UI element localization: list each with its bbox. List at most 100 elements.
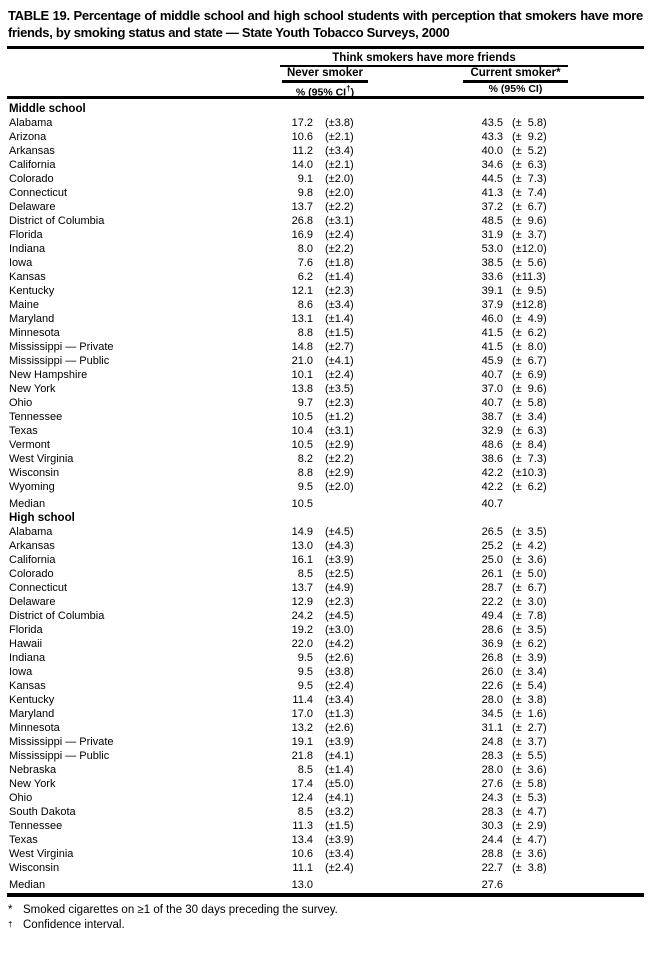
current-smoker-ci: (± 7.4): [512, 186, 547, 199]
current-smoker-ci: (± 5.2): [512, 144, 547, 157]
never-smoker-percent: 6.2: [297, 270, 313, 283]
never-smoker-ci: (±2.2): [325, 452, 354, 465]
table-row: Florida 19.2 (±3.0) 28.6 (± 3.5): [7, 623, 644, 637]
table-row: Kansas 9.5 (±2.4) 22.6 (± 5.4): [7, 679, 644, 693]
state-name: Connecticut: [9, 581, 68, 594]
current-smoker-percent: 25.2: [481, 539, 503, 552]
column-header-spanner: Think smokers have more friends: [280, 52, 568, 67]
current-smoker-ci: (± 3.6): [512, 553, 547, 566]
table-title: TABLE 19. Percentage of middle school an…: [8, 8, 643, 40]
current-smoker-ci: (± 6.7): [512, 354, 547, 367]
table-row: Texas 10.4 (±3.1) 32.9 (± 6.3): [7, 424, 644, 438]
table-row: Delaware 13.7 (±2.2) 37.2 (± 6.7): [7, 200, 644, 214]
current-smoker-percent: 28.7: [481, 581, 503, 594]
header-bottom-rule: [7, 96, 644, 99]
current-smoker-ci: (± 3.6): [512, 847, 547, 860]
current-smoker-percent: 26.5: [481, 525, 503, 538]
never-smoker-percent: 11.3: [292, 819, 313, 832]
current-smoker-ci: (± 6.7): [512, 581, 547, 594]
current-smoker-ci: (± 5.8): [512, 396, 547, 409]
current-smoker-ci: (± 5.5): [512, 749, 547, 762]
never-smoker-ci: (±2.9): [325, 466, 354, 479]
never-smoker-percent: 14.0: [291, 158, 313, 171]
never-smoker-ci: (±3.0): [325, 623, 354, 636]
state-name: Arkansas: [9, 144, 55, 157]
current-smoker-ci: (± 3.7): [512, 228, 547, 241]
table-row: Iowa 7.6 (±1.8) 38.5 (± 5.6): [7, 256, 644, 270]
state-name: Median: [9, 497, 46, 510]
never-smoker-percent: 8.8: [297, 326, 313, 339]
state-name: Texas: [9, 833, 38, 846]
column-header-current-smoker: Current smoker*: [463, 67, 568, 83]
current-smoker-percent: 53.0: [481, 242, 503, 255]
table-row: Hawaii 22.0 (±4.2) 36.9 (± 6.2): [7, 637, 644, 651]
current-smoker-ci: (± 5.8): [512, 777, 547, 790]
state-name: Kansas: [9, 270, 46, 283]
state-name: Tennessee: [9, 819, 63, 832]
never-smoker-ci: (±3.8): [325, 116, 354, 129]
current-smoker-percent: 45.9: [481, 354, 503, 367]
subheader-never-smoker-ci: % (95% CI†): [295, 84, 355, 99]
state-name: Kentucky: [9, 693, 55, 706]
current-smoker-ci: (± 4.7): [512, 805, 547, 818]
never-smoker-percent: 9.5: [297, 679, 313, 692]
current-smoker-ci: (± 3.5): [512, 525, 547, 538]
never-smoker-percent: 16.9: [291, 228, 313, 241]
never-smoker-percent: 22.0: [291, 637, 313, 650]
state-name: California: [9, 553, 56, 566]
current-smoker-ci: (± 5.0): [512, 567, 547, 580]
table-row: New York 17.4 (±5.0) 27.6 (± 5.8): [7, 777, 644, 791]
table-row: Tennessee 10.5 (±1.2) 38.7 (± 3.4): [7, 410, 644, 424]
state-name: West Virginia: [9, 452, 74, 465]
table-row: California 16.1 (±3.9) 25.0 (± 3.6): [7, 553, 644, 567]
never-smoker-percent: 17.4: [291, 777, 313, 790]
current-smoker-percent: 37.2: [481, 200, 503, 213]
current-smoker-percent: 38.6: [481, 452, 503, 465]
never-smoker-percent: 13.0: [291, 539, 313, 552]
state-name: South Dakota: [9, 805, 76, 818]
never-smoker-percent: 10.4: [291, 424, 313, 437]
state-name: Indiana: [9, 242, 46, 255]
table-column-headers: Think smokers have more friends Never sm…: [7, 49, 644, 99]
current-smoker-percent: 31.9: [481, 228, 503, 241]
current-smoker-ci: (± 3.5): [512, 623, 547, 636]
current-smoker-ci: (± 8.4): [512, 438, 547, 451]
table-row: District of Columbia 24.2 (±4.5) 49.4 (±…: [7, 609, 644, 623]
never-smoker-percent: 17.2: [291, 116, 313, 129]
never-smoker-ci: (±4.9): [325, 581, 354, 594]
never-smoker-percent: 8.5: [297, 805, 313, 818]
current-smoker-ci: (± 5.8): [512, 116, 547, 129]
never-smoker-percent: 16.1: [291, 553, 313, 566]
state-name: Nebraska: [9, 763, 57, 776]
current-smoker-percent: 34.5: [481, 707, 503, 720]
current-smoker-ci: (± 4.7): [512, 833, 547, 846]
never-smoker-ci: (±4.2): [325, 637, 354, 650]
table-row: Texas 13.4 (±3.9) 24.4 (± 4.7): [7, 833, 644, 847]
table-row: Colorado 8.5 (±2.5) 26.1 (± 5.0): [7, 567, 644, 581]
table-row: Wisconsin 11.1 (±2.4) 22.7 (± 3.8): [7, 861, 644, 875]
never-smoker-ci: (±4.5): [325, 525, 354, 538]
never-smoker-ci: (±3.5): [325, 382, 354, 395]
table-row: Vermont 10.5 (±2.9) 48.6 (± 8.4): [7, 438, 644, 452]
current-smoker-percent: 33.6: [481, 270, 503, 283]
never-smoker-ci: (±3.4): [325, 298, 354, 311]
current-smoker-percent: 38.5: [481, 256, 503, 269]
current-smoker-ci: (± 6.3): [512, 158, 547, 171]
current-smoker-percent: 42.2: [481, 480, 503, 493]
never-smoker-ci: (±2.3): [325, 284, 354, 297]
never-smoker-percent: 8.5: [297, 567, 313, 580]
table-row: Kentucky 12.1 (±2.3) 39.1 (± 9.5): [7, 284, 644, 298]
state-name: Minnesota: [9, 721, 60, 734]
never-smoker-ci: (±1.3): [325, 707, 354, 720]
current-smoker-percent: 42.2: [481, 466, 503, 479]
current-smoker-ci: (± 5.6): [512, 256, 547, 269]
current-smoker-ci: (± 9.2): [512, 130, 547, 143]
never-smoker-percent: 13.7: [291, 200, 313, 213]
current-smoker-percent: 28.3: [481, 805, 503, 818]
never-smoker-ci: (±3.2): [325, 805, 354, 818]
state-name: West Virginia: [9, 847, 74, 860]
never-smoker-ci: (±2.4): [325, 679, 354, 692]
never-smoker-ci: (±1.4): [325, 270, 354, 283]
table-row: District of Columbia 26.8 (±3.1) 48.5 (±…: [7, 214, 644, 228]
never-smoker-ci: (±1.5): [325, 326, 354, 339]
